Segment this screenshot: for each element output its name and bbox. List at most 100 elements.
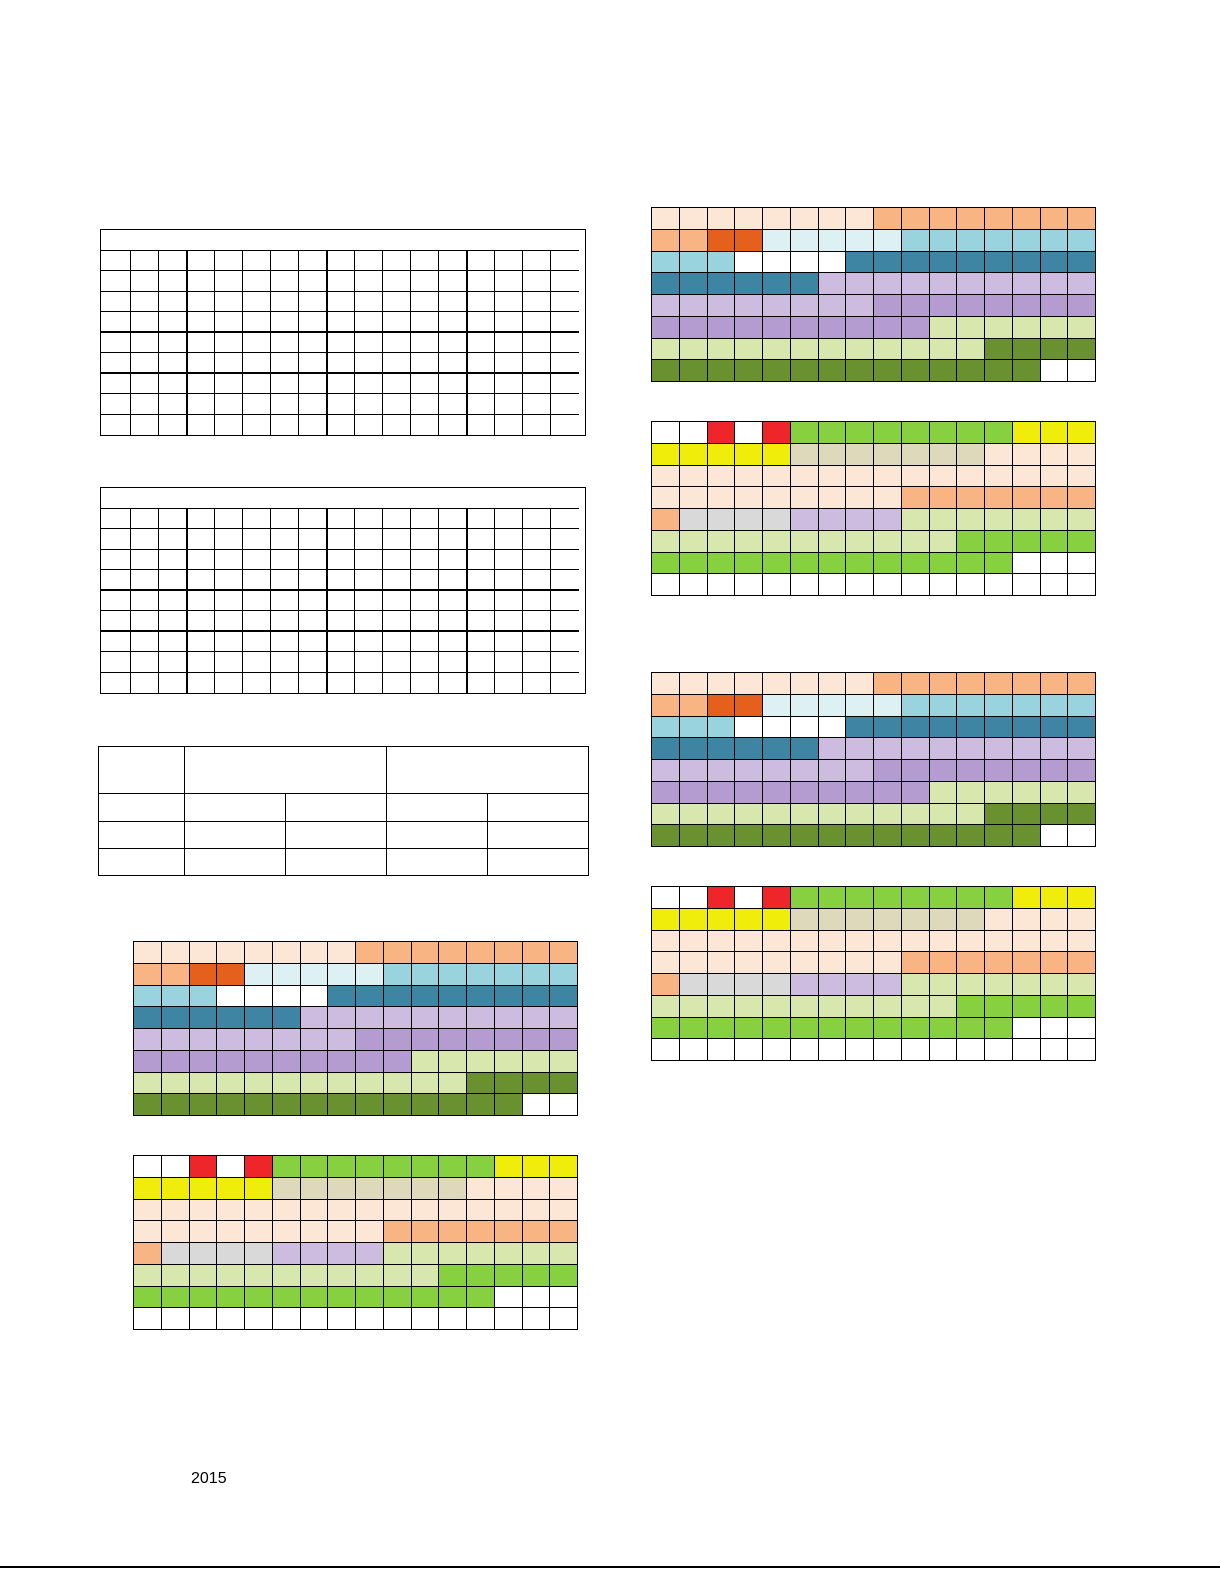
color-cell [134,1243,162,1265]
color-cell [957,673,985,695]
color-cell [1040,552,1069,575]
color-cell [735,930,763,953]
color-cell [439,963,467,986]
color-cell [679,229,708,252]
color-cell [846,229,874,252]
color-cell [161,1264,190,1287]
color-cell [217,1286,245,1309]
color-cell [790,995,819,1018]
color-cell [874,422,902,444]
color-cell [735,781,763,804]
color-cell [790,825,819,847]
color-cell [1012,443,1041,466]
color-cell [550,985,578,1008]
color-cell [985,694,1013,717]
grid-cell [467,611,495,632]
grid-cell [383,312,411,333]
grid-cell [101,250,131,271]
color-cell [763,803,791,826]
grid-cell [187,291,215,312]
color-cell [901,487,930,509]
color-cell [790,673,819,695]
color-cell [356,1264,384,1287]
grid-cell [299,652,327,673]
color-cell [1068,316,1096,339]
color-cell [1012,1017,1041,1040]
grid-cell [187,414,215,435]
color-cell [929,552,958,575]
color-cell [735,443,763,466]
color-cell [522,1007,551,1029]
footer-rule [0,1566,1220,1568]
summary-cell [487,847,589,877]
color-cell [1012,316,1041,339]
color-cell [679,803,708,826]
grid-cell [299,672,327,693]
color-cell [679,1039,708,1061]
color-cell [679,694,708,717]
color-cell [735,465,763,488]
color-cell [1040,781,1069,804]
color-cell [846,673,874,695]
color-cell [1068,530,1096,553]
color-cell [1068,465,1096,488]
grid-cell [299,291,327,312]
color-cell [929,1039,958,1061]
color-cell [439,1199,467,1222]
color-cell [217,1007,245,1029]
grid-cell [215,570,243,591]
grid-cell [495,508,523,529]
color-cell [735,229,763,252]
grid-cell [159,291,187,312]
color-cell [272,1050,301,1073]
color-cell [929,338,958,361]
color-cell [411,1156,440,1178]
color-cell [846,825,874,847]
color-cell [467,1286,495,1309]
grid-cell [187,672,215,693]
color-cell [707,251,736,274]
color-cell [763,509,791,531]
color-cell [383,1156,412,1178]
color-cell [439,1072,467,1095]
color-cell [272,1094,301,1116]
color-cell [957,694,985,717]
grid-cell [467,332,495,353]
grid-cell [439,631,467,652]
color-cell [411,1199,440,1222]
grid-cell [439,332,467,353]
color-cell [300,1308,329,1330]
color-cell [874,995,902,1018]
color-cell [763,487,791,509]
grid-cell [411,631,439,652]
color-cell [652,360,680,382]
color-cell [300,1243,329,1265]
grid-cell [271,394,299,415]
color-cell [735,887,763,909]
color-cell [901,738,930,760]
color-cell [790,465,819,488]
color-cell [328,1050,356,1073]
grid-cell [439,549,467,570]
color-cell [383,1221,412,1243]
color-cell [245,1072,273,1095]
color-cell [929,1017,958,1040]
color-cell [957,273,985,295]
color-cell [818,422,847,444]
grid-cell [243,332,271,353]
color-cell [652,316,680,339]
color-cell [652,530,680,553]
color-cell [846,1039,874,1061]
grid-cell [411,549,439,570]
grid-cell [299,353,327,374]
color-cell [550,1199,578,1222]
color-cell [550,1094,578,1116]
color-cell [929,738,958,760]
color-cell [929,716,958,739]
grid-title-row [101,488,579,509]
summary-cell [386,847,488,877]
blank-grid-table-1 [100,229,586,436]
color-cell [763,273,791,295]
color-cell [1068,930,1096,953]
color-cell [790,908,819,931]
